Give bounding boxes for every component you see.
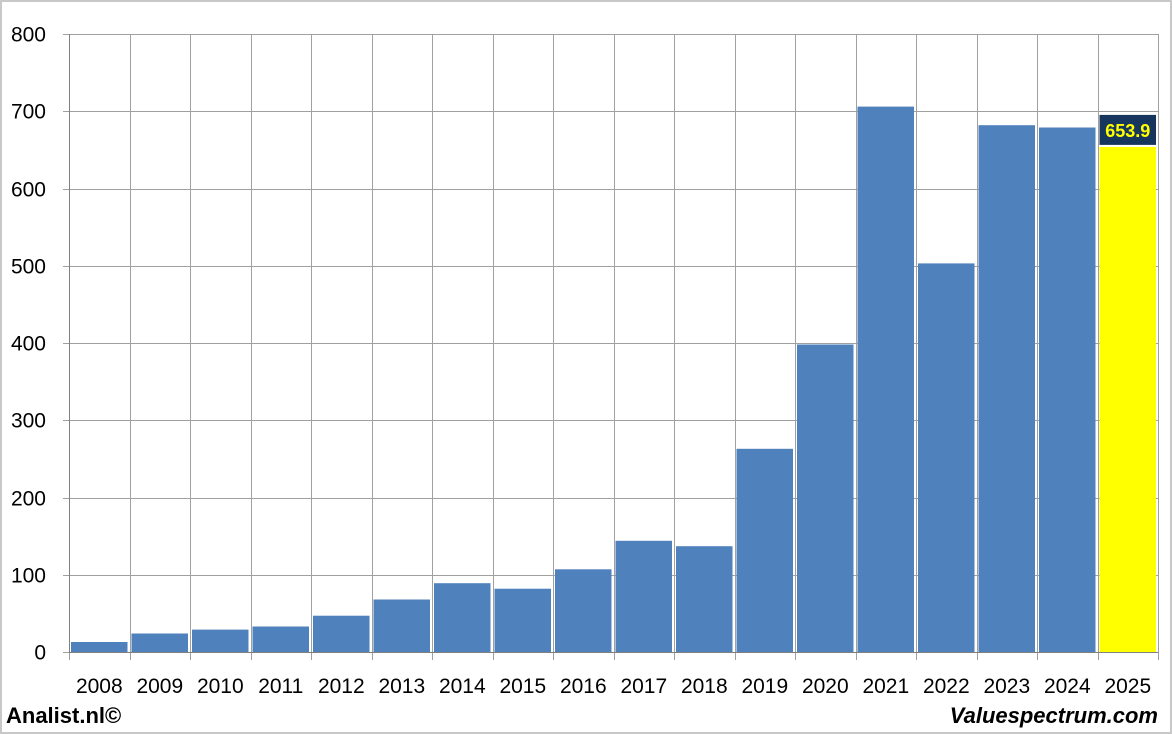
y-tick-label: 800 xyxy=(11,24,46,47)
bar xyxy=(978,125,1035,652)
y-tick-label: 600 xyxy=(11,179,46,202)
bar xyxy=(71,642,128,652)
bar xyxy=(494,588,551,652)
x-tick-label: 2010 xyxy=(197,675,244,698)
x-tick-label: 2009 xyxy=(136,675,183,698)
bar-highlight xyxy=(1099,146,1156,652)
x-tick-label: 2014 xyxy=(439,675,486,698)
value-label: 653.9 xyxy=(1105,121,1150,141)
y-tick-label: 100 xyxy=(11,565,46,588)
x-tick-label: 2025 xyxy=(1104,675,1151,698)
x-tick-label: 2024 xyxy=(1044,675,1091,698)
bar xyxy=(797,344,854,652)
bar xyxy=(1039,127,1096,652)
x-tick-label: 2012 xyxy=(318,675,365,698)
x-tick-label: 2013 xyxy=(378,675,425,698)
bar xyxy=(192,629,249,652)
bar xyxy=(857,106,914,653)
y-tick-label: 400 xyxy=(11,333,46,356)
source-right: Valuespectrum.com xyxy=(949,703,1158,728)
x-tick-label: 2015 xyxy=(499,675,546,698)
source-left: Analist.nl© xyxy=(6,703,122,728)
bar xyxy=(373,599,430,652)
x-tick-labels: 2008 2009 2010 2011 2012 2013 2014 2015 2016 2017… xyxy=(76,675,1151,698)
y-tick-label: 700 xyxy=(11,101,46,124)
x-tick-label: 2008 xyxy=(76,675,123,698)
x-tick-label: 2022 xyxy=(923,675,970,698)
x-tick-label: 2019 xyxy=(741,675,788,698)
x-tick-label: 2016 xyxy=(560,675,607,698)
bar xyxy=(918,263,975,652)
x-tick-label: 2017 xyxy=(620,675,667,698)
x-tick-label: 2021 xyxy=(862,675,909,698)
value-label-box xyxy=(1099,114,1156,145)
y-tick-label: 300 xyxy=(11,410,46,433)
x-tick-label: 2023 xyxy=(983,675,1030,698)
bar xyxy=(676,546,733,652)
annotations: 653.9 xyxy=(1099,114,1156,145)
bar xyxy=(313,615,370,652)
bar xyxy=(131,633,188,652)
x-tick-label: 2011 xyxy=(258,675,303,698)
bar xyxy=(736,448,793,652)
y-tick-label: 200 xyxy=(11,488,46,511)
bar xyxy=(555,569,612,652)
y-tick-label: 500 xyxy=(11,256,46,279)
y-tick-labels: 0 100 200 300 400 500 600 700 800 xyxy=(11,24,46,665)
axes xyxy=(69,34,1158,653)
bar xyxy=(615,540,672,652)
y-tick-label: 0 xyxy=(34,642,46,665)
bars xyxy=(71,106,1156,653)
bar xyxy=(252,626,309,652)
bar xyxy=(434,583,491,652)
x-tick-label: 2020 xyxy=(802,675,849,698)
x-tick-label: 2018 xyxy=(681,675,728,698)
